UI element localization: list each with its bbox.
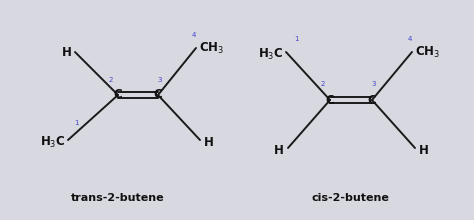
Text: 3: 3 (158, 77, 162, 83)
Text: H: H (419, 143, 429, 156)
Text: H: H (274, 143, 284, 156)
Text: H$_3$C: H$_3$C (39, 134, 65, 150)
Text: C: C (154, 88, 163, 101)
Text: 1: 1 (74, 120, 78, 126)
Text: 4: 4 (408, 36, 412, 42)
Text: C: C (114, 88, 122, 101)
Text: trans-2-butene: trans-2-butene (71, 193, 165, 203)
Text: 3: 3 (372, 81, 376, 87)
Text: C: C (368, 94, 376, 106)
Text: 2: 2 (109, 77, 113, 83)
Text: cis-2-butene: cis-2-butene (311, 193, 389, 203)
Text: H: H (204, 136, 214, 149)
Text: H$_3$C: H$_3$C (257, 46, 283, 62)
Text: C: C (326, 94, 334, 106)
Text: CH$_3$: CH$_3$ (415, 44, 440, 60)
Text: 4: 4 (192, 32, 196, 38)
Text: H: H (62, 46, 72, 59)
Text: 2: 2 (321, 81, 325, 87)
Text: CH$_3$: CH$_3$ (199, 40, 224, 55)
Text: 1: 1 (294, 36, 298, 42)
